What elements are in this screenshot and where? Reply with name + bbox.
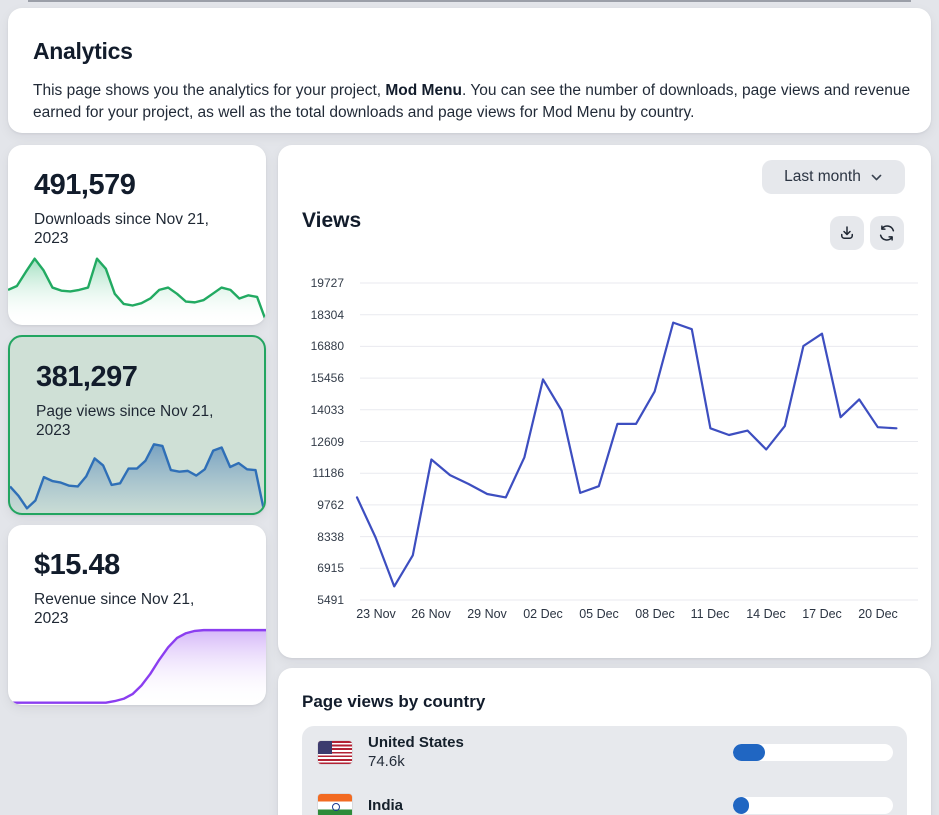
y-tick-label: 15456 xyxy=(310,371,344,385)
views-x-axis: 23 Nov 26 Nov 29 Nov 02 Dec 05 Dec 08 Dec 11 D… xyxy=(356,607,918,627)
revenue-sparkline xyxy=(8,627,266,705)
country-pageviews-value: 74.6k xyxy=(368,753,405,771)
page-description: This page shows you the analytics for yo… xyxy=(33,80,911,125)
x-tick-label: 02 Dec xyxy=(523,607,563,621)
country-row-india[interactable]: India xyxy=(302,779,907,815)
pageviews-sparkline xyxy=(10,435,264,513)
pageviews-label: Page views since Nov 21, 2023 xyxy=(36,403,214,439)
description-prefix: This page shows you the analytics for yo… xyxy=(33,82,386,99)
y-tick-label: 11186 xyxy=(312,466,344,480)
revenue-label: Revenue since Nov 21, 2023 xyxy=(34,591,195,627)
x-tick-label: 08 Dec xyxy=(635,607,675,621)
pageviews-value: 381,297 xyxy=(36,361,138,393)
x-tick-label: 11 Dec xyxy=(690,607,730,621)
y-tick-label: 12609 xyxy=(310,435,344,449)
stat-card-pageviews-selected[interactable]: 381,297 Page views since Nov 21, 2023 xyxy=(8,335,266,515)
country-name: United States xyxy=(368,733,464,751)
downloads-value: 491,579 xyxy=(34,169,136,201)
country-progress-track xyxy=(733,744,893,761)
y-tick-label: 14033 xyxy=(310,403,344,417)
country-panel-title: Page views by country xyxy=(302,692,486,711)
description-suffix: . You can see the number of downloads, p… xyxy=(33,82,911,122)
country-list: United States 74.6k India xyxy=(302,726,907,815)
india-flag-icon xyxy=(318,794,352,815)
y-tick-label: 19727 xyxy=(310,276,344,290)
downloads-label: Downloads since Nov 21, 2023 xyxy=(34,211,209,247)
downloads-sparkline xyxy=(8,247,266,325)
views-title: Views xyxy=(302,209,362,232)
x-tick-label: 29 Nov xyxy=(467,607,507,621)
range-selector-label: Last month xyxy=(784,168,861,185)
y-tick-label: 18304 xyxy=(310,308,344,322)
y-tick-label: 16880 xyxy=(310,339,344,353)
y-tick-label: 5491 xyxy=(317,593,344,607)
top-divider xyxy=(28,0,911,2)
chevron-down-icon xyxy=(871,174,882,180)
x-tick-label: 20 Dec xyxy=(858,607,898,621)
header-card: Analytics This page shows you the analyt… xyxy=(8,8,931,133)
refresh-icon xyxy=(879,225,895,241)
y-tick-label: 9762 xyxy=(317,498,344,512)
project-name: Mod Menu xyxy=(385,82,462,99)
us-flag-icon xyxy=(318,741,352,764)
country-panel: Page views by country United States 74.6… xyxy=(278,668,931,815)
views-plot[interactable] xyxy=(355,282,918,601)
x-tick-label: 05 Dec xyxy=(579,607,619,621)
x-tick-label: 26 Nov xyxy=(411,607,451,621)
y-tick-label: 6915 xyxy=(317,561,344,575)
country-row-united-states[interactable]: United States 74.6k xyxy=(302,726,907,779)
views-y-axis: 5491 6915 8338 9762 11186 12609 14033 15456 1688… xyxy=(278,276,352,607)
country-progress-fill xyxy=(733,797,749,814)
revenue-value: $15.48 xyxy=(34,549,120,581)
refresh-button[interactable] xyxy=(870,216,904,250)
range-selector-button[interactable]: Last month xyxy=(762,160,905,194)
x-tick-label: 14 Dec xyxy=(746,607,786,621)
download-icon xyxy=(841,226,853,239)
country-name: India xyxy=(368,796,404,814)
country-progress-fill xyxy=(733,744,765,761)
views-panel: Last month Views 5491 6915 8338 9762 11186 12… xyxy=(278,145,931,658)
x-tick-label: 17 Dec xyxy=(802,607,842,621)
x-tick-label: 23 Nov xyxy=(356,607,396,621)
stat-card-downloads[interactable]: 491,579 Downloads since Nov 21, 2023 xyxy=(8,145,266,325)
page-title: Analytics xyxy=(33,38,133,64)
y-tick-label: 8338 xyxy=(317,530,344,544)
download-button[interactable] xyxy=(830,216,864,250)
stat-card-revenue[interactable]: $15.48 Revenue since Nov 21, 2023 xyxy=(8,525,266,705)
country-progress-track xyxy=(733,797,893,814)
